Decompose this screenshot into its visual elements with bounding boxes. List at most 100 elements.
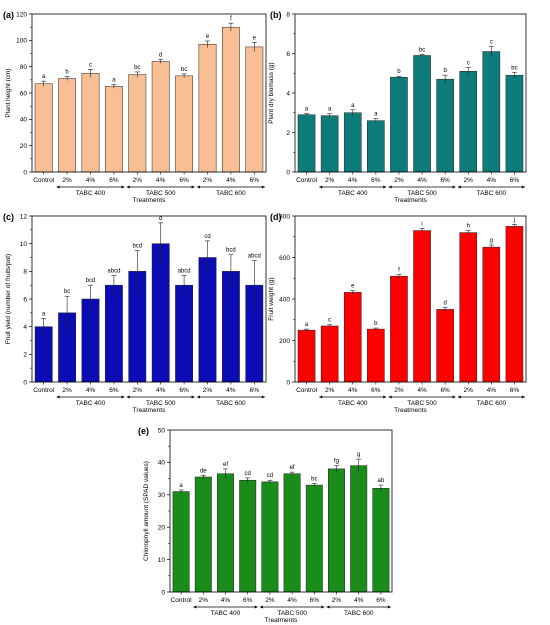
x-category-label: 4% — [287, 597, 297, 604]
significance-letter-1: a — [305, 107, 309, 113]
significance-letter-3: ef — [223, 462, 228, 468]
x-category-label: 2% — [394, 177, 404, 184]
significance-letter-5: b — [397, 69, 401, 75]
x-category-label: 2% — [203, 177, 213, 184]
x-category-label: Control — [33, 387, 55, 394]
bar-6 — [413, 55, 431, 173]
x-category-label: 4% — [226, 177, 236, 184]
significance-letter-7: bc — [181, 67, 187, 73]
group-label: TABC 400 — [338, 400, 368, 407]
y-tick-label: 400 — [279, 296, 290, 303]
group-bracket-arrow-right — [387, 605, 391, 609]
group-label: TABC 400 — [76, 400, 106, 407]
significance-letter-9: f — [230, 16, 232, 22]
y-tick-label: 6 — [23, 296, 27, 303]
x-category-label: 2% — [133, 387, 143, 394]
x-category-label: 6% — [109, 177, 119, 184]
x-category-label: 6% — [310, 597, 320, 604]
group-label: TABC 500 — [407, 400, 437, 407]
x-category-label: 2% — [265, 597, 275, 604]
x-category-label: 4% — [348, 387, 358, 394]
group-bracket-arrow-left — [193, 605, 197, 609]
x-category-label: 6% — [371, 387, 381, 394]
group-bracket-arrow-left — [126, 395, 130, 399]
significance-letter-4: b — [374, 321, 378, 327]
y-tick-label: 10 — [158, 557, 166, 564]
group-label: TABC 600 — [477, 400, 507, 407]
bar-3 — [343, 112, 362, 173]
y-tick-label: 60 — [20, 90, 28, 97]
x-category-label: 6% — [179, 387, 189, 394]
bar-6 — [151, 243, 170, 383]
x-category-label: 2% — [325, 177, 335, 184]
group-bracket-arrow-right — [191, 395, 195, 399]
bar-9 — [482, 51, 501, 173]
bar-3 — [343, 292, 362, 383]
bar-6 — [283, 473, 301, 593]
significance-letter-2: b — [65, 70, 69, 76]
x-category-label: 4% — [226, 387, 236, 394]
x-category-label: 2% — [203, 387, 213, 394]
bar-3 — [217, 473, 234, 593]
bar-8 — [328, 468, 345, 593]
significance-letter-9: c — [490, 40, 493, 46]
y-axis-title: Plant dry biomass (g) — [268, 62, 275, 123]
significance-letter-8: cd — [204, 234, 210, 240]
significance-letter-6: d — [159, 52, 162, 58]
y-axis-title: Plant height (cm) — [5, 68, 12, 117]
bar-5 — [128, 74, 147, 173]
group-bracket-arrow-right — [254, 605, 258, 609]
significance-letter-5: cd — [267, 473, 273, 479]
group-bracket-arrow-right — [121, 395, 125, 399]
x-category-label: 6% — [510, 387, 520, 394]
group-label: TABC 400 — [338, 190, 368, 197]
y-tick-label: 2 — [23, 352, 27, 359]
group-label: TABC 400 — [76, 190, 106, 197]
bar-4 — [104, 284, 123, 383]
bar-7 — [436, 309, 454, 383]
significance-letter-7: abcd — [178, 268, 191, 274]
y-tick-label: 10 — [20, 241, 28, 248]
x-category-label: 2% — [62, 387, 72, 394]
y-tick-label: 8 — [23, 269, 27, 276]
significance-letter-4: cd — [245, 471, 251, 477]
y-tick-label: 600 — [279, 255, 290, 262]
group-bracket-arrow-left — [326, 605, 330, 609]
group-bracket-arrow-left — [319, 395, 323, 399]
y-tick-label: 30 — [158, 492, 166, 499]
significance-letter-5: bcd — [132, 244, 142, 250]
bar-7 — [436, 78, 454, 173]
y-tick-label: 4 — [23, 324, 27, 331]
significance-letter-10: ab — [378, 478, 385, 484]
significance-letter-6: i — [421, 221, 422, 227]
bar-5 — [261, 481, 279, 593]
y-tick-label: 200 — [279, 338, 290, 345]
x-category-label: 2% — [199, 597, 209, 604]
y-tick-label: 20 — [158, 525, 166, 532]
bar-2 — [58, 78, 77, 173]
y-tick-label: 0 — [286, 379, 290, 386]
x-axis-title: Treatments — [133, 407, 166, 414]
significance-letter-3: bcd — [86, 278, 96, 284]
bar-6 — [151, 61, 170, 173]
bar-7 — [175, 75, 194, 173]
x-category-label: Control — [171, 597, 193, 604]
x-category-label: 6% — [510, 177, 520, 184]
group-label: TABC 500 — [407, 190, 437, 197]
group-bracket-arrow-left — [457, 185, 461, 189]
group-bracket-arrow-left — [388, 185, 392, 189]
x-axis-title: Treatments — [133, 197, 166, 204]
bar-10 — [505, 74, 524, 173]
significance-letter-8: e — [206, 34, 210, 40]
x-category-label: 4% — [86, 177, 96, 184]
bar-7 — [305, 484, 323, 593]
significance-letter-2: c — [328, 318, 331, 324]
x-category-label: 4% — [221, 597, 231, 604]
y-tick-label: 120 — [16, 11, 27, 18]
panel-label: (c) — [3, 212, 14, 222]
x-category-label: 4% — [156, 387, 166, 394]
bar-4 — [104, 86, 123, 173]
group-bracket-arrow-right — [452, 185, 456, 189]
significance-letter-8: h — [467, 224, 470, 230]
